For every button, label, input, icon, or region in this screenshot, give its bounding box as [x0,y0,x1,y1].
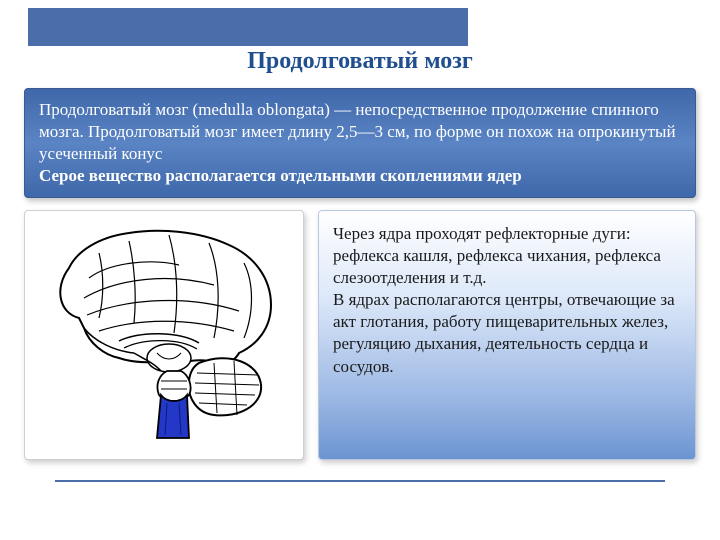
definition-box: Продолговатый мозг (medulla oblongata) —… [24,88,696,198]
definition-emphasis: Серое вещество располагается отдельными … [39,166,522,185]
brain-illustration-panel [24,210,304,460]
medulla-highlight [157,395,189,438]
functions-box: Через ядра проходят рефлекторные дуги: р… [318,210,696,460]
page-title: Продолговатый мозг [0,48,720,75]
bottom-divider [55,480,665,482]
functions-para-1: Через ядра проходят рефлекторные дуги: р… [333,223,681,289]
functions-para-2: В ядрах располагаются центры, отвечающие… [333,289,681,377]
header-bar [28,8,468,46]
brain-sagittal-icon [39,223,289,448]
definition-text: Продолговатый мозг (medulla oblongata) —… [39,100,676,163]
